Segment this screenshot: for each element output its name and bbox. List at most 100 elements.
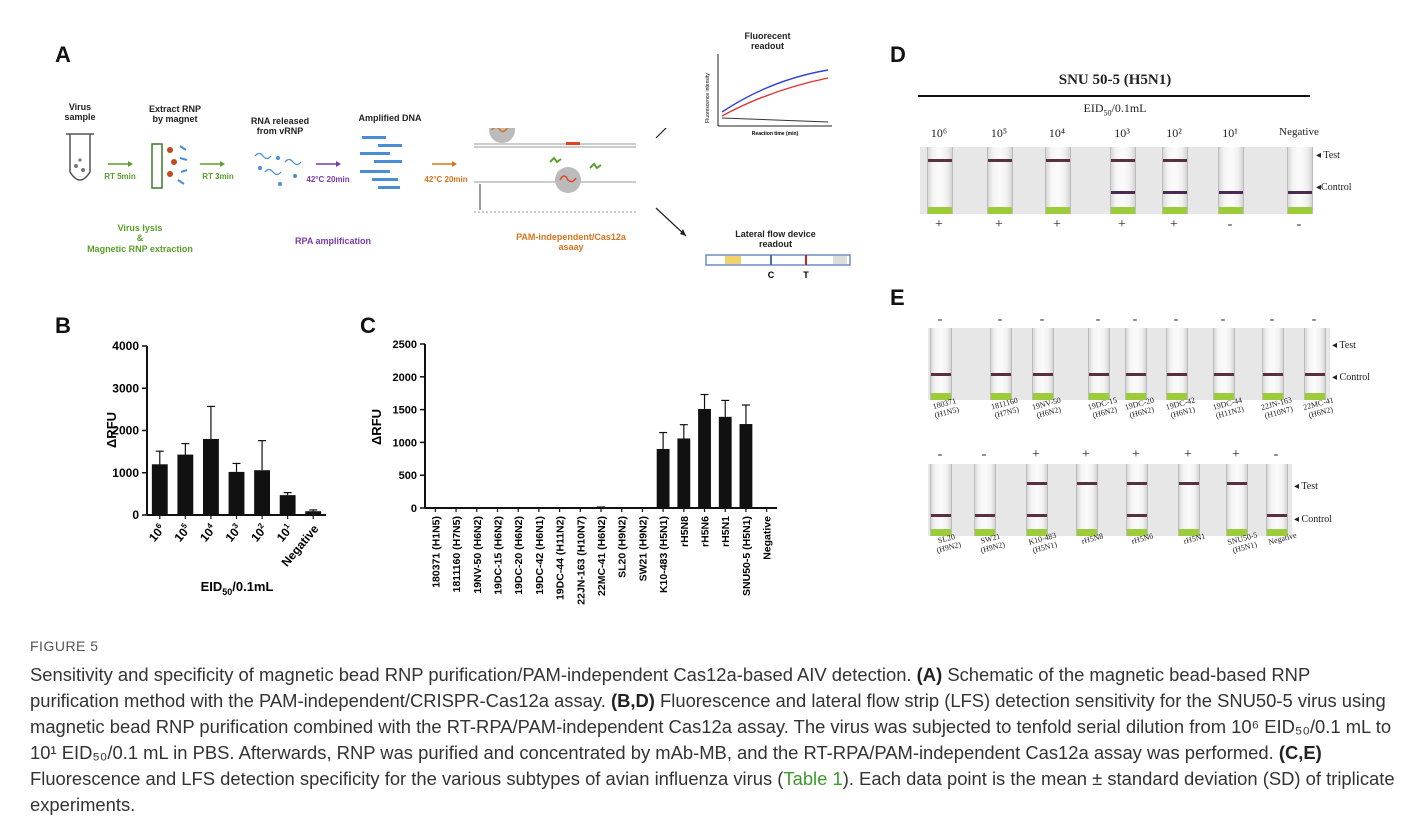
panel-b-letter: B [55, 313, 71, 338]
x-tick-label: 19DC-20 (H6N2) [513, 516, 525, 595]
result-sign: + [1053, 217, 1061, 232]
y-tick-label: 500 [399, 470, 417, 482]
panel-b-x-label: EID50/0.1mL [201, 579, 274, 597]
dilution-label: 10³ [1114, 126, 1130, 140]
panel-e-row1-test-label: ◂ Test [1332, 340, 1356, 351]
result-sign: - [1039, 312, 1045, 327]
panel-d-test-label: ◂ Test [1316, 150, 1340, 161]
bar [698, 408, 711, 508]
panel-b-y-label: ΔRFU [104, 412, 119, 448]
table-1-link[interactable]: Table 1 [783, 768, 843, 789]
rt-5min-label: RT 5min [104, 172, 136, 181]
result-sign: + [935, 217, 943, 232]
y-tick-label: 2000 [393, 372, 417, 384]
dilution-label: 10⁴ [1048, 126, 1066, 140]
x-tick-label: rH5N8 [679, 516, 691, 547]
bar [177, 454, 194, 515]
x-tick-label: 103 [222, 521, 245, 545]
bar [739, 424, 753, 508]
lfs-strip [1213, 328, 1235, 400]
x-tick-label: 19DC-44 (H11N2) [555, 516, 567, 600]
magnet-icon [151, 143, 163, 189]
panel-b-chart: ΔRFU 0 1000 2000 3000 4000 106 105 104 103 102 101… [104, 339, 326, 597]
amplified-dna-label: Amplified DNA [358, 113, 422, 123]
x-tick-label: rH5N1 [720, 516, 732, 547]
x-tick-label: 106 [145, 521, 168, 545]
rna-released-label: RNA released from vRNP [250, 116, 310, 137]
dilution-label: 10¹ [1222, 126, 1238, 140]
lfs-strip [1126, 464, 1148, 536]
lfs-strip [1166, 328, 1188, 400]
result-sign: + [995, 217, 1003, 232]
result-sign: + [1032, 447, 1040, 462]
panel-e-row2-test-label: ◂ Test [1294, 481, 1318, 492]
result-sign: + [1132, 447, 1140, 462]
result-sign: - [937, 447, 943, 462]
bar [228, 471, 245, 515]
bar [656, 448, 670, 508]
lfs-strip [990, 328, 1012, 400]
panel-c-letter: C [360, 313, 376, 338]
y-tick-label: 1000 [112, 466, 139, 480]
lfs-strip [1262, 328, 1284, 400]
lfs-strip [1218, 147, 1244, 214]
lfs-strip [1032, 328, 1054, 400]
fluorescent-readout-title: Fluorecent readout [744, 31, 791, 52]
figure-label: FIGURE 5 [30, 638, 99, 654]
x-tick-label: 19DC-15 (H6N2) [492, 516, 504, 595]
lfs-strip [1088, 328, 1110, 400]
bar [305, 511, 322, 515]
dilution-label: 10⁶ [930, 126, 948, 140]
result-sign: - [1095, 312, 1101, 327]
lateral-flow-title: Lateral flow device readout [735, 229, 816, 250]
bar [677, 438, 691, 508]
t-label: T [803, 270, 809, 280]
rpa-temp-label: 42°C 20min [306, 175, 350, 184]
x-tick-label: 102 [247, 521, 270, 545]
panel-d-rule [918, 95, 1310, 97]
y-tick-label: 0 [132, 508, 139, 522]
extract-rnp-label: Extract RNP by magnet [148, 104, 202, 125]
cas-caption: PAM-independent/Cas12a asaay [516, 232, 626, 253]
x-tick-label: 22JN-163 (H10N7) [575, 516, 587, 605]
panel-a-schematic [66, 128, 687, 237]
y-tick-label: 4000 [112, 339, 139, 353]
panel-c-y-label: ΔRFU [369, 409, 384, 445]
x-tick-label: SL20 (H9N2) [617, 516, 629, 578]
rt-3min-label: RT 3min [202, 172, 234, 181]
panel-e-row1-control-label: ◂ Control [1332, 372, 1371, 383]
c-label: C [768, 270, 775, 280]
x-tick-label: 1811160 (H7N5) [451, 516, 463, 592]
result-sign: - [1173, 312, 1179, 327]
lfs-strip [1026, 464, 1048, 536]
result-sign: - [1311, 312, 1317, 327]
result-sign: + [1232, 447, 1240, 462]
y-tick-label: 3000 [112, 381, 139, 395]
lfs-strip [1110, 147, 1136, 214]
result-sign: - [1296, 217, 1302, 232]
fluorescence-mini-plot: Fluorescence intensity Reaction time (mi… [705, 54, 832, 137]
result-sign: - [981, 447, 987, 462]
bar [203, 438, 219, 515]
bar [279, 495, 296, 515]
panel-d-control-label: ◂Control [1316, 182, 1352, 193]
bar [718, 416, 732, 508]
bar [254, 470, 270, 515]
bar [151, 464, 168, 515]
x-tick-label: 19DC-42 (H6N1) [534, 516, 546, 595]
lfs-strip [1162, 147, 1188, 214]
x-tick-label: 101 [273, 521, 296, 545]
dilution-label: 10² [1166, 126, 1182, 140]
figure-caption: FIGURE 5 Sensitivity and specificity of … [30, 638, 1400, 818]
lysis-caption: Virus lysis & Magnetic RNP extraction [87, 223, 193, 254]
lfs-strip [974, 464, 996, 536]
result-sign: - [937, 312, 943, 327]
x-tick-label: 19NV-50 (H6N2) [472, 516, 484, 594]
lfs-strip [1304, 328, 1326, 400]
caption-text: Sensitivity and specificity of magnetic … [30, 664, 1395, 815]
y-tick-label: 2000 [112, 424, 139, 438]
y-tick-label: 1000 [393, 437, 417, 449]
x-tick-label: SW21 (H9N2) [637, 516, 649, 581]
x-tick-label: SNU50-5 (H5N1) [741, 516, 753, 596]
lfs-strip [930, 328, 952, 400]
